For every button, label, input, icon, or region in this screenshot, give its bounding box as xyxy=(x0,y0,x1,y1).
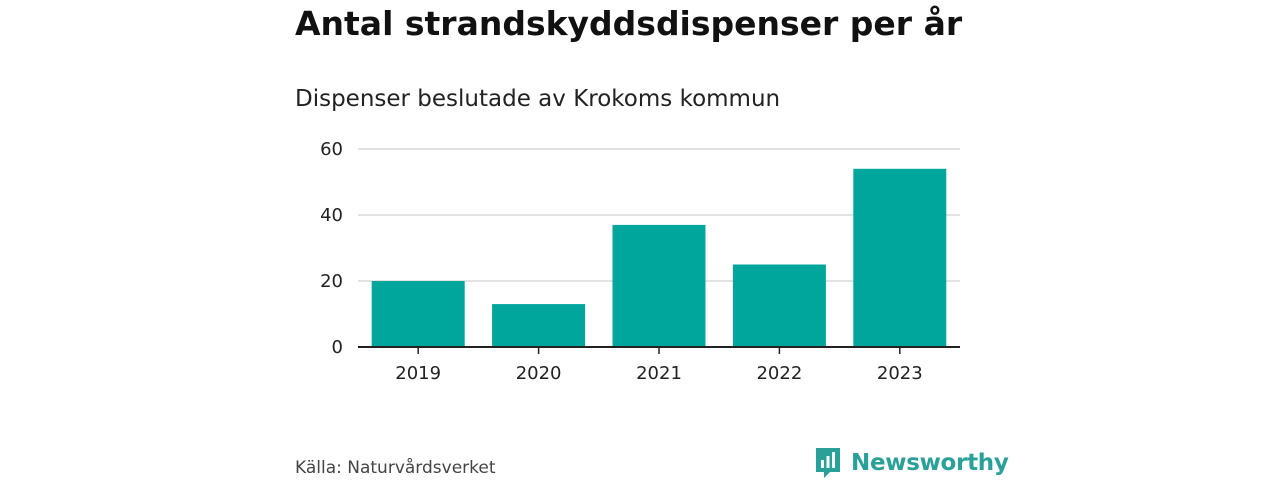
source-note: Källa: Naturvårdsverket xyxy=(295,458,496,478)
bar-2021[interactable] xyxy=(612,224,706,347)
x-axis-ticks: 2019 2020 2021 2022 2023 xyxy=(395,347,923,384)
bar-2019[interactable] xyxy=(371,281,465,347)
chart-title: Antal strandskyddsdispenser per år xyxy=(295,4,963,43)
newsworthy-logo[interactable]: Newsworthy xyxy=(814,446,1009,480)
x-tick-label: 2022 xyxy=(756,363,802,384)
x-tick-label: 2021 xyxy=(636,363,682,384)
brand-name: Newsworthy xyxy=(851,450,1009,476)
y-axis-ticks: 0 20 40 60 xyxy=(320,139,343,358)
bar-chart-icon xyxy=(816,448,840,478)
x-tick-label: 2020 xyxy=(516,363,562,384)
y-tick-label: 20 xyxy=(320,271,343,292)
bars xyxy=(371,168,947,348)
x-tick-label: 2023 xyxy=(877,363,923,384)
y-tick-label: 40 xyxy=(320,205,343,226)
y-tick-label: 60 xyxy=(320,139,343,160)
bar-2022[interactable] xyxy=(732,264,826,348)
x-tick-label: 2019 xyxy=(395,363,441,384)
bar-2020[interactable] xyxy=(492,304,586,347)
y-tick-label: 0 xyxy=(332,337,343,358)
chart-subtitle: Dispenser beslutade av Krokoms kommun xyxy=(295,86,781,112)
bar-2023[interactable] xyxy=(853,168,947,347)
